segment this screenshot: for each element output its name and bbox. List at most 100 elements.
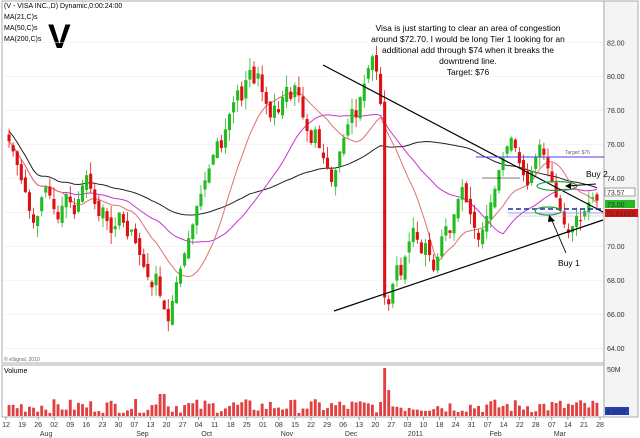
volume-bar-40	[170, 411, 174, 416]
candle-body-79	[330, 169, 334, 182]
candle-body-132	[546, 157, 550, 169]
volume-bar-119	[493, 399, 497, 416]
ma200-line	[8, 130, 598, 216]
volume-bar-120	[497, 407, 501, 416]
volume-bar-54	[228, 405, 231, 416]
volume-bar-65	[272, 408, 276, 416]
month-label-0: Aug	[40, 431, 53, 438]
volume-bar-75	[313, 399, 317, 416]
x-tick-0: 12	[2, 422, 10, 429]
candle-body-41	[174, 282, 178, 304]
volume-bar-135	[558, 400, 562, 416]
candle-body-110	[456, 198, 460, 219]
candle-body-24	[105, 211, 109, 222]
volume-bar-41	[175, 406, 178, 416]
x-tick-19: 22	[307, 422, 315, 429]
month-label-2: Oct	[201, 431, 212, 438]
candle-body-101	[419, 242, 423, 254]
volume-bar-21	[93, 411, 97, 416]
candle-body-28	[121, 214, 125, 223]
volume-bar-125	[517, 405, 521, 416]
y-tick-6: 70.00	[607, 244, 625, 251]
candle-body-96	[399, 264, 403, 276]
candle-body-82	[342, 137, 346, 154]
candle-body-25	[109, 217, 113, 233]
upper-trendline	[322, 64, 604, 213]
candle-body-99	[411, 227, 415, 242]
volume-bar-98	[407, 407, 411, 416]
buy1-arrow	[549, 215, 567, 254]
volume-bar-142	[587, 407, 591, 416]
candle-body-57	[240, 86, 244, 101]
volume-bar-134	[554, 403, 558, 416]
volume-bar-43	[183, 405, 187, 416]
y-tick-9: 64.00	[607, 346, 625, 353]
volume-bar-42	[179, 412, 182, 416]
ma21-label: MA(21,C)s	[4, 14, 38, 21]
candle-body-97	[403, 256, 407, 280]
candle-body-12	[56, 211, 60, 220]
x-tick-33: 28	[532, 422, 540, 429]
volume-bar-16	[72, 409, 76, 416]
volume-bar-46	[195, 399, 199, 416]
x-tick-20: 29	[323, 422, 331, 429]
volume-bar-61	[256, 410, 260, 416]
price-panel-frame	[1, 0, 605, 364]
x-tick-36: 21	[580, 422, 588, 429]
volume-bar-80	[334, 405, 338, 416]
volume-bar-79	[330, 403, 334, 416]
buy2-label: Buy 2	[586, 169, 608, 179]
buy2-zone	[536, 180, 578, 192]
volume-bar-115	[477, 405, 480, 416]
volume-bar-133	[550, 401, 554, 416]
volume-bar-92	[383, 368, 387, 416]
annotation-line-2: around $72.70. I would be long Tier 1 lo…	[371, 34, 565, 44]
volume-bar-123	[509, 410, 513, 416]
x-tick-30: 07	[484, 422, 492, 429]
volume-bar-86	[358, 401, 362, 416]
candle-body-30	[129, 229, 134, 232]
candle-body-103	[428, 239, 432, 256]
x-tick-2: 26	[34, 422, 42, 429]
volume-bar-81	[338, 401, 342, 416]
candle-body-144	[595, 194, 599, 201]
candle-body-80	[334, 170, 338, 187]
x-tick-28: 24	[452, 422, 460, 429]
volume-bar-31	[134, 399, 138, 416]
month-label-4: Dec	[345, 431, 358, 438]
volume-tag-bg	[605, 407, 629, 415]
volume-bar-14	[64, 409, 68, 416]
x-tick-11: 27	[179, 422, 187, 429]
candle-body-91	[379, 73, 383, 104]
volume-bar-29	[126, 410, 129, 416]
x-tick-1: 19	[18, 422, 26, 429]
buy2-arrowhead	[565, 183, 571, 189]
price-tag-1: 73.57	[607, 190, 625, 197]
candle-body-105	[436, 256, 440, 271]
volume-bar-62	[260, 403, 264, 416]
volume-bar-139	[575, 402, 578, 416]
ma50-path	[8, 113, 598, 243]
symbol-header: (V - VISA INC.,D) Dynamic,0:00:24:00	[4, 3, 122, 10]
volume-bar-48	[203, 400, 207, 416]
price-axis: 82.0080.0078.0076.0074.0072.0070.0068.00…	[607, 40, 625, 353]
candle-body-44	[187, 238, 191, 259]
candle-body-49	[207, 168, 211, 183]
candle-body-120	[497, 170, 501, 191]
month-label-1: Sep	[136, 431, 149, 438]
candle-body-19	[85, 175, 89, 191]
volume-bar-0	[7, 404, 11, 416]
candle-body-53	[223, 129, 227, 148]
candle-body-18	[80, 185, 85, 202]
volume-bar-116	[481, 411, 485, 416]
volume-bar-74	[309, 401, 313, 416]
x-tick-23: 20	[371, 422, 379, 429]
volume-bar-56	[236, 404, 240, 416]
candle-body-139	[574, 215, 579, 227]
volume-bar-4	[23, 411, 27, 416]
candle-body-60	[252, 66, 256, 84]
volume-bar-9	[44, 409, 48, 416]
volume-bar-97	[403, 410, 407, 416]
volume-bar-124	[513, 400, 517, 416]
volume-bar-93	[387, 390, 391, 416]
